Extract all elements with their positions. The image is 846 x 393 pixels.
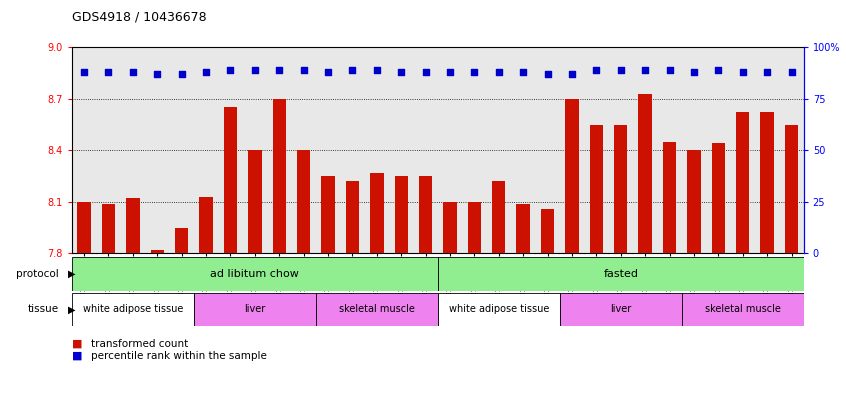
Point	[614, 67, 628, 73]
Bar	[102, 204, 115, 253]
Bar	[565, 99, 579, 253]
Bar	[516, 204, 530, 253]
Bar	[72, 293, 194, 326]
Bar	[151, 250, 164, 253]
Text: protocol: protocol	[16, 269, 59, 279]
Bar	[492, 181, 506, 253]
Point	[565, 71, 579, 77]
Point	[516, 69, 530, 75]
Point	[492, 69, 506, 75]
Bar	[370, 173, 383, 253]
Point	[102, 69, 115, 75]
Point	[419, 69, 432, 75]
Text: ■: ■	[72, 351, 82, 361]
Bar	[468, 202, 481, 253]
Bar	[785, 125, 799, 253]
Bar	[437, 293, 560, 326]
Text: ■: ■	[72, 339, 82, 349]
Bar	[736, 112, 750, 253]
Point	[175, 71, 189, 77]
Point	[468, 69, 481, 75]
Point	[321, 69, 335, 75]
Bar	[662, 142, 676, 253]
Text: skeletal muscle: skeletal muscle	[705, 305, 781, 314]
Text: ▶: ▶	[68, 305, 75, 314]
Bar	[126, 198, 140, 253]
Point	[200, 69, 213, 75]
Text: percentile rank within the sample: percentile rank within the sample	[91, 351, 266, 361]
Bar	[590, 125, 603, 253]
Text: skeletal muscle: skeletal muscle	[339, 305, 415, 314]
Text: white adipose tissue: white adipose tissue	[448, 305, 549, 314]
Text: tissue: tissue	[28, 305, 59, 314]
Bar	[194, 293, 316, 326]
Bar	[223, 107, 237, 253]
Point	[297, 67, 310, 73]
Bar	[248, 151, 261, 253]
Text: transformed count: transformed count	[91, 339, 188, 349]
Point	[590, 67, 603, 73]
Point	[736, 69, 750, 75]
Bar	[346, 181, 360, 253]
Bar	[639, 94, 652, 253]
Bar	[614, 125, 628, 253]
Point	[394, 69, 408, 75]
Point	[151, 71, 164, 77]
Bar	[687, 151, 700, 253]
Bar	[175, 228, 189, 253]
Point	[711, 67, 725, 73]
Point	[541, 71, 554, 77]
Text: white adipose tissue: white adipose tissue	[83, 305, 183, 314]
Text: liver: liver	[610, 305, 631, 314]
Bar	[316, 293, 438, 326]
Text: ▶: ▶	[68, 269, 75, 279]
Point	[346, 67, 360, 73]
Bar	[272, 99, 286, 253]
Point	[77, 69, 91, 75]
Bar	[419, 176, 432, 253]
Point	[662, 67, 676, 73]
Bar	[761, 112, 774, 253]
Point	[761, 69, 774, 75]
Bar	[682, 293, 804, 326]
Bar	[711, 143, 725, 253]
Point	[639, 67, 652, 73]
Bar	[321, 176, 335, 253]
Text: ad libitum chow: ad libitum chow	[211, 269, 299, 279]
Point	[223, 67, 237, 73]
Bar	[200, 197, 213, 253]
Point	[785, 69, 799, 75]
Bar	[394, 176, 408, 253]
Point	[272, 67, 286, 73]
Bar	[72, 257, 437, 291]
Bar	[560, 293, 682, 326]
Point	[126, 69, 140, 75]
Point	[443, 69, 457, 75]
Point	[248, 67, 261, 73]
Bar	[443, 202, 457, 253]
Bar	[297, 151, 310, 253]
Text: fasted: fasted	[603, 269, 638, 279]
Bar	[541, 209, 554, 253]
Point	[687, 69, 700, 75]
Text: GDS4918 / 10436678: GDS4918 / 10436678	[72, 11, 206, 24]
Text: liver: liver	[244, 305, 266, 314]
Bar	[437, 257, 804, 291]
Point	[370, 67, 383, 73]
Bar	[77, 202, 91, 253]
